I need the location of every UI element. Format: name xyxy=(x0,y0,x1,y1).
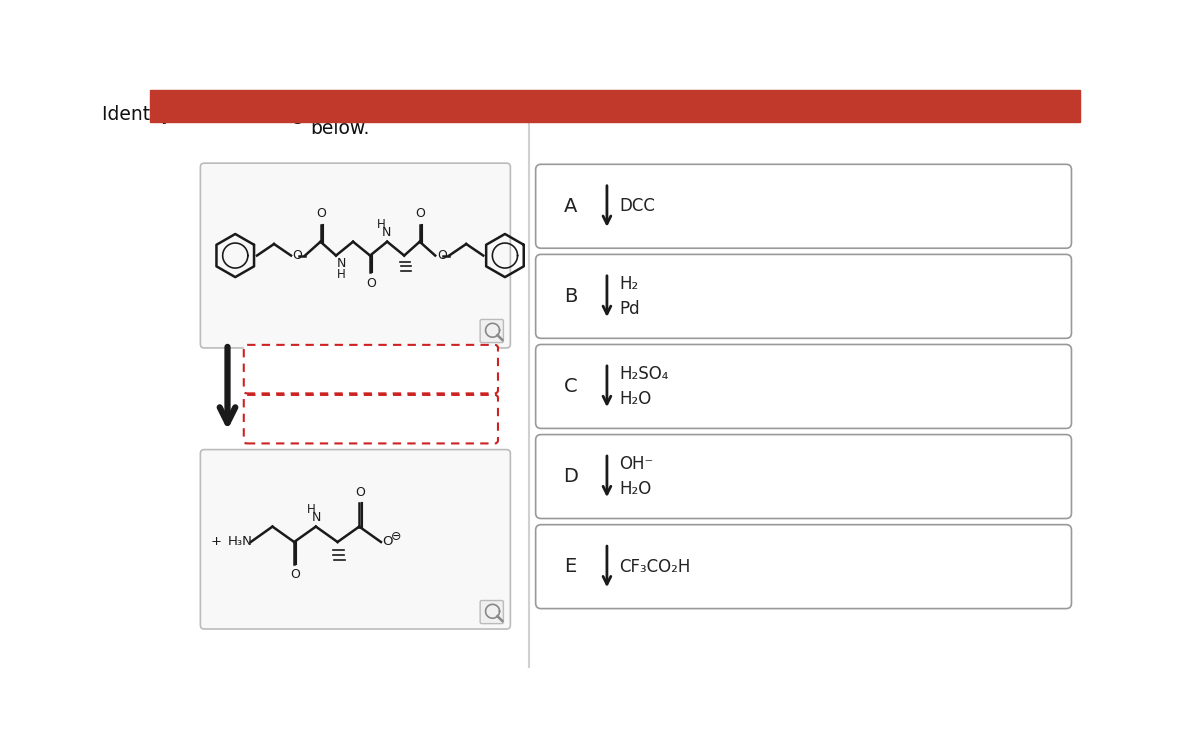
Text: O: O xyxy=(437,249,446,262)
FancyBboxPatch shape xyxy=(480,320,504,343)
FancyBboxPatch shape xyxy=(244,345,498,394)
Text: N: N xyxy=(382,226,391,238)
Text: H₂O: H₂O xyxy=(619,390,652,408)
Text: O: O xyxy=(383,536,394,548)
FancyBboxPatch shape xyxy=(535,434,1072,518)
Text: H₃N: H₃N xyxy=(228,536,252,548)
Text: below.: below. xyxy=(310,119,370,138)
Text: H: H xyxy=(377,218,385,231)
Text: A: A xyxy=(564,196,577,216)
FancyBboxPatch shape xyxy=(244,395,498,443)
Text: O: O xyxy=(317,207,326,220)
Text: CF₃CO₂H: CF₃CO₂H xyxy=(619,558,691,576)
Text: O: O xyxy=(290,568,300,581)
FancyBboxPatch shape xyxy=(480,601,504,623)
Bar xyxy=(150,90,1080,122)
FancyBboxPatch shape xyxy=(200,449,510,629)
Text: H₂SO₄: H₂SO₄ xyxy=(619,364,668,382)
Text: Pd: Pd xyxy=(619,300,640,318)
Text: Identify the best reagent(s) for the reaction shown: Identify the best reagent(s) for the rea… xyxy=(102,105,577,125)
Text: N: N xyxy=(337,257,346,270)
Text: D: D xyxy=(563,467,578,486)
Text: B: B xyxy=(564,286,577,306)
Text: DCC: DCC xyxy=(619,197,655,215)
Text: E: E xyxy=(564,557,577,576)
FancyBboxPatch shape xyxy=(535,164,1072,248)
FancyBboxPatch shape xyxy=(535,254,1072,338)
Text: O: O xyxy=(366,277,376,290)
Text: ⊖: ⊖ xyxy=(391,530,402,543)
Text: H₂: H₂ xyxy=(619,274,638,292)
Text: O: O xyxy=(415,207,426,220)
FancyBboxPatch shape xyxy=(200,164,510,348)
Text: H₂O: H₂O xyxy=(619,481,652,499)
Text: N: N xyxy=(312,511,322,524)
Text: O: O xyxy=(355,486,365,499)
Text: H: H xyxy=(307,503,316,516)
Text: OH⁻: OH⁻ xyxy=(619,454,654,472)
FancyBboxPatch shape xyxy=(535,344,1072,428)
Text: H: H xyxy=(337,268,346,280)
Text: O: O xyxy=(293,249,302,262)
Text: +: + xyxy=(210,536,221,548)
FancyBboxPatch shape xyxy=(535,525,1072,608)
Text: C: C xyxy=(564,377,577,396)
